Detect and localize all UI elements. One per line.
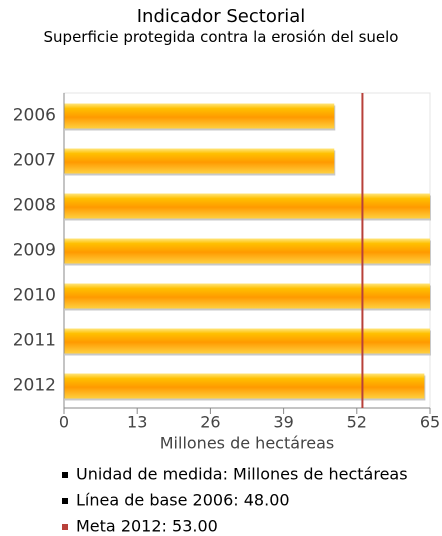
x-axis-label: Millones de hectáreas bbox=[160, 434, 335, 453]
legend-label: Línea de base 2006: 48.00 bbox=[76, 491, 290, 510]
bar bbox=[64, 193, 430, 219]
legend-marker bbox=[62, 472, 68, 478]
bar bbox=[64, 283, 430, 309]
x-tick-label: 52 bbox=[347, 413, 367, 432]
bar bbox=[64, 238, 430, 264]
y-tick-label: 2011 bbox=[13, 331, 56, 351]
y-tick-label: 2007 bbox=[13, 151, 56, 171]
x-tick-label: 26 bbox=[200, 413, 220, 432]
x-tick-label: 39 bbox=[273, 413, 293, 432]
y-tick-label: 2010 bbox=[13, 286, 56, 306]
chart-title: Indicador Sectorial bbox=[136, 6, 306, 27]
y-tick-label: 2008 bbox=[13, 196, 56, 216]
header: Indicador Sectorial Superficie protegida… bbox=[21, 6, 421, 47]
legend-label: Unidad de medida: Millones de hectáreas bbox=[76, 465, 408, 484]
legend-marker bbox=[62, 524, 68, 530]
y-tick-label: 2006 bbox=[13, 106, 56, 126]
x-tick-label: 65 bbox=[420, 413, 440, 432]
x-tick-label: 0 bbox=[59, 413, 69, 432]
bar bbox=[64, 328, 430, 354]
y-tick-label: 2012 bbox=[13, 376, 56, 396]
bar bbox=[64, 373, 425, 399]
legend-marker bbox=[62, 498, 68, 504]
y-tick-label: 2009 bbox=[13, 241, 56, 261]
x-tick-label: 13 bbox=[127, 413, 147, 432]
chart-subtitle: Superficie protegida contra la erosión d… bbox=[43, 28, 399, 46]
bar bbox=[64, 148, 335, 174]
legend-label: Meta 2012: 53.00 bbox=[76, 517, 218, 536]
bar bbox=[64, 103, 335, 129]
